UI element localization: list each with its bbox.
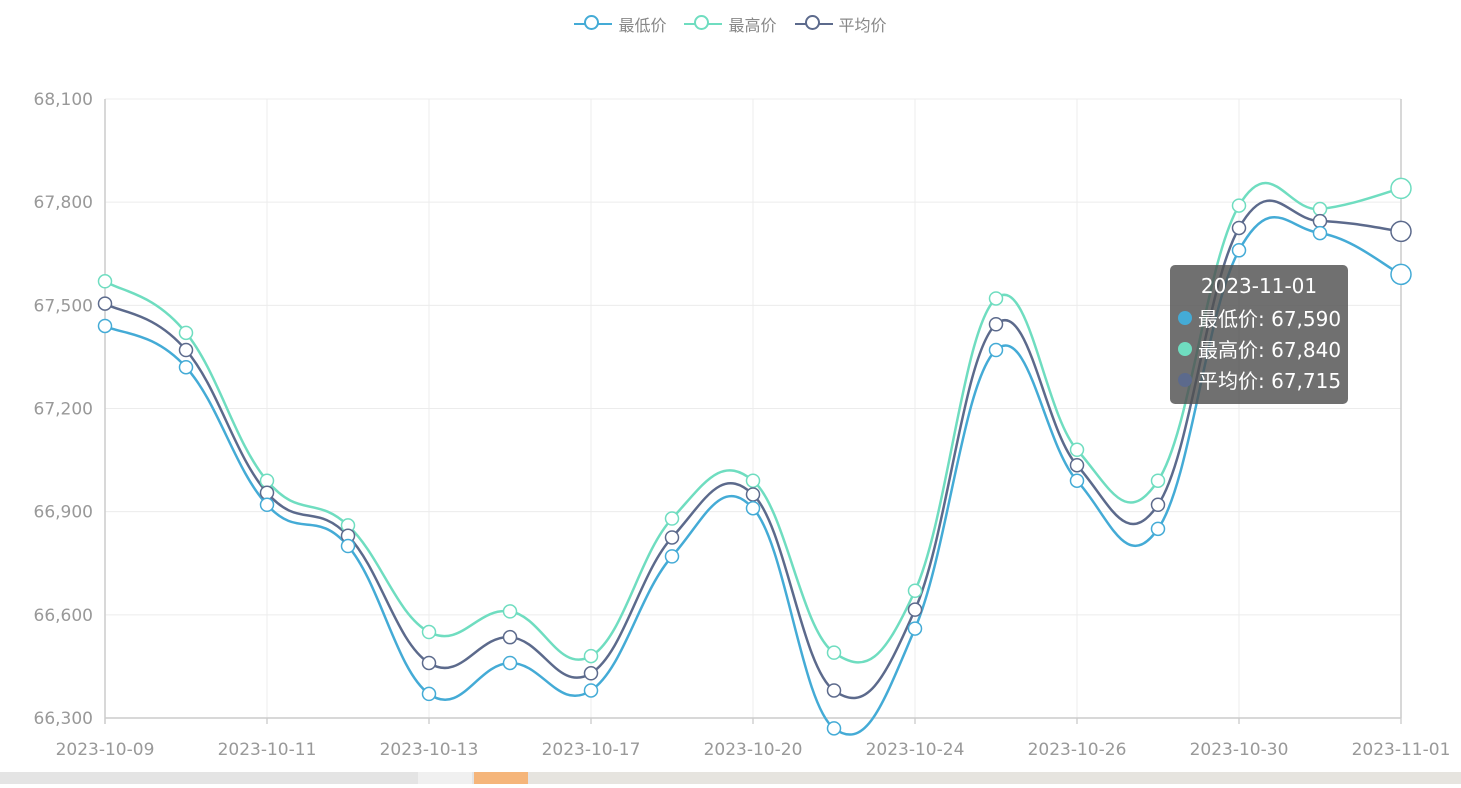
y-tick-label: 66,900	[34, 503, 93, 523]
data-zoom-segment	[418, 772, 472, 784]
tooltip-row-avg: 平均价: 67,715	[1178, 364, 1348, 395]
tooltip-min-dot-icon	[1178, 310, 1192, 325]
data-point	[1312, 201, 1328, 217]
legend-avg-swatch-icon	[794, 14, 833, 34]
y-tick-label: 67,500	[34, 296, 93, 316]
x-tick-label: 2023-10-13	[380, 740, 479, 760]
legend-avg-label: 平均价	[838, 16, 887, 35]
data-point	[340, 538, 356, 554]
data-point	[421, 655, 437, 671]
data-point	[664, 511, 680, 526]
data-point	[1150, 497, 1166, 513]
tooltip-avg-dot-icon	[1178, 372, 1192, 387]
data-point	[1390, 263, 1412, 286]
data-point	[178, 359, 194, 375]
data-zoom-handle[interactable]	[474, 772, 528, 784]
data-point	[1390, 177, 1412, 200]
data-point	[583, 666, 599, 681]
data-point	[664, 530, 680, 545]
x-tick-label: 2023-10-26	[1028, 740, 1127, 760]
x-tick-label: 2023-10-24	[866, 740, 965, 760]
legend-min-swatch-icon	[574, 14, 613, 34]
legend-item-avg[interactable]: 平均价	[794, 12, 887, 36]
tooltip-max-dot-icon	[1178, 341, 1192, 356]
legend-max-swatch-icon	[684, 14, 723, 34]
data-point	[259, 485, 275, 501]
data-point	[502, 655, 518, 671]
data-point	[1069, 473, 1085, 488]
tooltip-row-min: 最低价: 67,590	[1178, 302, 1348, 333]
data-point	[583, 648, 599, 664]
data-point	[826, 683, 842, 698]
legend-item-max[interactable]: 最高价	[684, 12, 777, 36]
data-point	[1231, 198, 1247, 213]
data-point	[1069, 457, 1085, 473]
data-point	[1231, 243, 1247, 258]
data-point	[1312, 225, 1328, 241]
legend-item-min[interactable]: 最低价	[574, 12, 666, 36]
data-point	[97, 274, 113, 289]
legend-max-label: 最高价	[728, 16, 777, 35]
data-point	[259, 473, 275, 488]
data-point	[421, 686, 437, 702]
x-tick-label: 2023-10-20	[704, 740, 803, 760]
data-point	[745, 473, 761, 488]
y-tick-label: 68,100	[34, 90, 93, 110]
series-line-1	[104, 181, 1402, 664]
tooltip-title: 2023-11-01	[1200, 274, 1318, 298]
legend-min-label: 最低价	[618, 16, 667, 35]
tooltip-avg-text: 平均价: 67,715	[1198, 369, 1342, 393]
legend: 最低价 最高价 平均价	[0, 12, 1461, 36]
data-point	[178, 342, 194, 358]
data-point	[988, 316, 1004, 332]
data-point	[907, 621, 923, 636]
x-tick-label: 2023-10-30	[1190, 740, 1289, 760]
data-point	[664, 549, 680, 564]
data-zoom-segment-right	[530, 772, 1461, 784]
data-point	[1069, 442, 1085, 458]
data-point	[1312, 213, 1328, 229]
data-point	[988, 342, 1004, 358]
tooltip-row-max: 最高价: 67,840	[1178, 333, 1348, 364]
data-point	[745, 500, 761, 516]
y-tick-label: 66,300	[34, 709, 93, 729]
x-tick-label: 2023-10-09	[56, 740, 155, 760]
y-tick-label: 66,600	[34, 606, 93, 626]
data-point	[421, 624, 437, 640]
data-point	[97, 296, 113, 311]
data-point	[1390, 220, 1412, 243]
data-point	[502, 604, 518, 619]
y-tick-label: 67,200	[34, 400, 93, 420]
tooltip-max-text: 最高价: 67,840	[1198, 338, 1342, 362]
data-point	[502, 629, 518, 645]
x-tick-label: 2023-10-11	[218, 740, 317, 760]
tooltip-min-text: 最低价: 67,590	[1198, 307, 1342, 331]
data-point	[826, 645, 842, 660]
data-point	[178, 325, 194, 341]
data-point	[583, 683, 599, 698]
data-point	[97, 318, 113, 334]
y-tick-label: 67,800	[34, 193, 93, 213]
data-point	[1150, 473, 1166, 488]
data-point	[1231, 220, 1247, 236]
data-point	[259, 497, 275, 513]
tooltip: 2023-11-01 最低价: 67,590 最高价: 67,840 平均价: …	[1170, 265, 1348, 404]
data-point	[826, 721, 842, 736]
data-point	[745, 487, 761, 502]
x-tick-label: 2023-10-17	[542, 740, 641, 760]
data-point	[988, 291, 1004, 306]
x-tick-label: 2023-11-01	[1352, 740, 1451, 760]
data-point	[907, 602, 923, 617]
data-point	[1150, 521, 1166, 537]
data-point	[907, 583, 923, 599]
